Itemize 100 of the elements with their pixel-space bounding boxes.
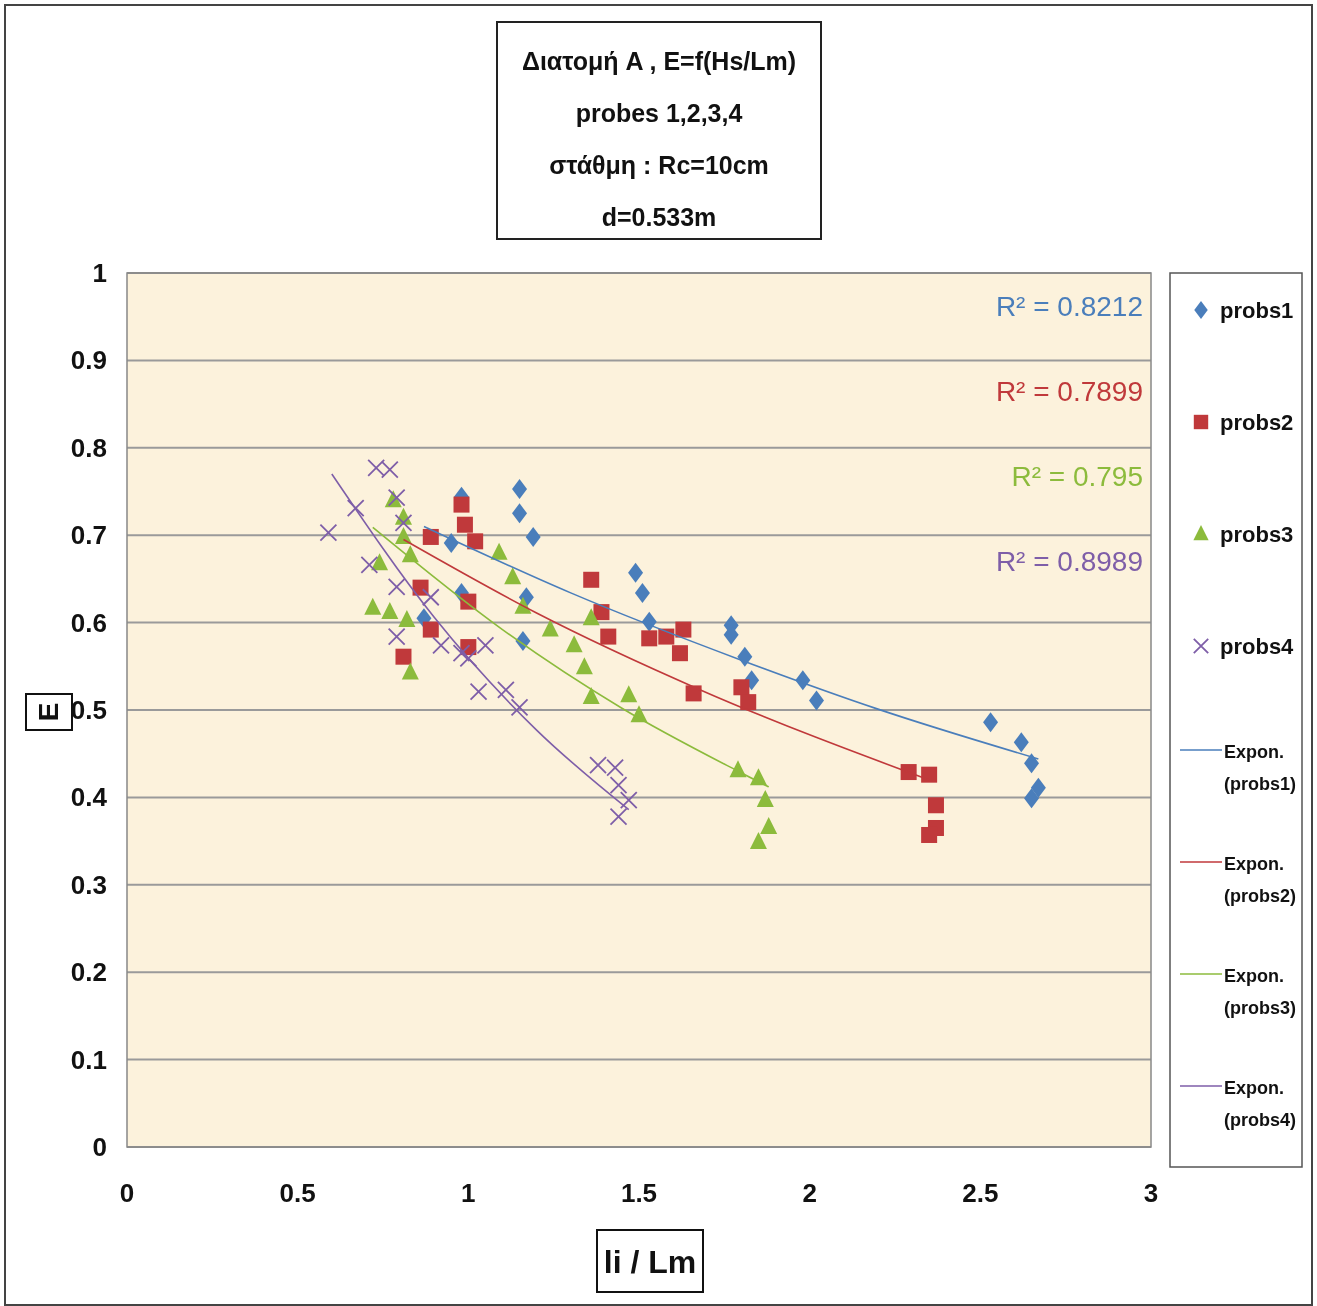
point xyxy=(675,621,692,638)
point xyxy=(432,636,450,655)
point xyxy=(490,542,508,560)
y-tick-label: 0.7 xyxy=(70,520,107,551)
point xyxy=(387,488,406,507)
point xyxy=(421,588,440,607)
y-tick-label: 0.8 xyxy=(70,432,107,463)
point xyxy=(360,556,379,574)
point xyxy=(512,503,528,524)
x-tick-label: 2.5 xyxy=(962,1178,999,1208)
legend-label: probs3 xyxy=(1220,522,1294,547)
line-series xyxy=(371,526,770,788)
point xyxy=(658,628,675,645)
point xyxy=(401,662,419,680)
point xyxy=(1024,753,1040,774)
point xyxy=(641,630,658,647)
legend-label: Expon. (probs1) xyxy=(1224,742,1297,794)
point xyxy=(525,526,541,547)
point xyxy=(476,636,495,655)
point xyxy=(589,756,607,774)
legend-label: probs1 xyxy=(1220,298,1294,323)
point xyxy=(367,459,386,477)
point xyxy=(733,679,750,696)
point xyxy=(749,831,767,849)
point xyxy=(685,685,702,702)
point xyxy=(541,619,559,637)
legend-label: Expon. (probs2) xyxy=(1224,854,1297,906)
annotation: R² = 0.8989 xyxy=(995,546,1143,577)
point xyxy=(740,694,757,711)
point xyxy=(737,646,753,667)
point xyxy=(371,553,389,571)
point xyxy=(575,657,593,675)
point xyxy=(1013,732,1029,753)
point xyxy=(756,790,774,808)
point xyxy=(1030,777,1046,798)
point xyxy=(582,686,600,704)
y-tick-label: 0 xyxy=(92,1132,107,1162)
point xyxy=(380,460,399,479)
point xyxy=(319,523,338,542)
chart-subtitle: probes 1,2,3,4 στάθμη : Rc=10cm d=0.533m xyxy=(549,99,769,231)
legend-label: Expon. (probs3) xyxy=(1224,966,1297,1018)
point xyxy=(808,690,824,711)
point xyxy=(364,597,382,615)
point xyxy=(412,579,429,596)
chart-title: Διατομή A , E=f(Hs/Lm) xyxy=(521,47,797,75)
point xyxy=(381,602,399,620)
y-tick-label: 0.6 xyxy=(70,607,107,638)
y-axis-title: E xyxy=(33,702,64,722)
legend-label: Expon. (probs4) xyxy=(1224,1078,1297,1130)
x-tick-label: 0.5 xyxy=(279,1178,316,1208)
point xyxy=(565,635,583,653)
point xyxy=(620,685,638,703)
point xyxy=(422,528,439,545)
point xyxy=(619,791,638,809)
point xyxy=(459,649,478,668)
point xyxy=(456,516,473,533)
point xyxy=(387,627,406,646)
point xyxy=(760,817,778,835)
point xyxy=(628,562,644,583)
point xyxy=(398,609,416,627)
point xyxy=(394,514,413,532)
point xyxy=(452,644,471,663)
point xyxy=(467,533,484,550)
annotation: R² = 0.7899 xyxy=(995,376,1143,407)
x-tick-label: 3 xyxy=(1143,1178,1159,1208)
point xyxy=(496,681,515,699)
point xyxy=(387,577,406,596)
x-axis-title: li / Lm xyxy=(603,1244,697,1280)
point xyxy=(582,608,600,626)
y-tick-label: 0.2 xyxy=(70,957,107,988)
point xyxy=(504,567,522,585)
y-tick-label: 0.1 xyxy=(70,1044,107,1075)
point xyxy=(512,478,528,499)
legend-label: probs4 xyxy=(1220,634,1295,659)
x-tick-label: 2 xyxy=(802,1178,817,1208)
y-tick-label: 0.9 xyxy=(70,345,107,376)
y-tick-label: 0.3 xyxy=(70,869,107,900)
x-tick-label: 1.5 xyxy=(620,1178,658,1208)
point xyxy=(1024,788,1040,809)
point xyxy=(609,807,628,826)
legend-label: probs2 xyxy=(1220,410,1294,435)
point xyxy=(983,712,999,733)
y-tick-label: 0.5 xyxy=(70,695,107,725)
point xyxy=(583,571,600,588)
point xyxy=(634,582,650,603)
point xyxy=(927,797,944,814)
annotation: R² = 0.8212 xyxy=(995,291,1143,322)
point xyxy=(346,499,365,518)
point xyxy=(422,621,439,638)
point xyxy=(453,496,470,513)
point xyxy=(394,526,412,544)
annotation: R² = 0.795 xyxy=(1011,461,1143,492)
x-tick-label: 1 xyxy=(461,1178,476,1208)
point xyxy=(510,698,529,717)
x-tick-label: 0 xyxy=(119,1178,135,1208)
y-tick-label: 1 xyxy=(92,258,107,288)
point xyxy=(671,645,688,662)
point xyxy=(469,682,488,701)
point xyxy=(600,628,617,645)
point xyxy=(395,648,412,665)
